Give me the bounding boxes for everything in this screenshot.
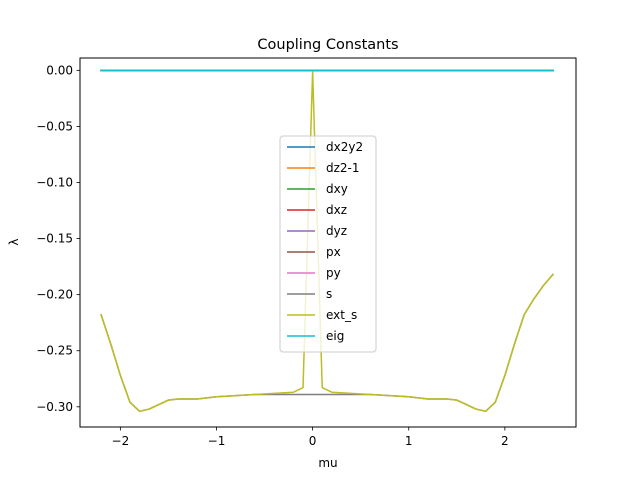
legend-label: ext_s xyxy=(326,308,357,322)
x-axis-ticks: −2 −1 0 1 2 xyxy=(112,427,509,448)
y-tick-label: 0.00 xyxy=(46,63,73,77)
legend-frame xyxy=(279,135,377,353)
x-tick-label: 0 xyxy=(309,434,317,448)
x-tick-label: 2 xyxy=(501,434,509,448)
plot-frame xyxy=(79,57,577,428)
x-axis-label: mu xyxy=(318,456,337,470)
legend-label: dx2y2 xyxy=(326,140,363,154)
legend-label: dz2-1 xyxy=(326,161,360,175)
series-line-ext-s xyxy=(100,70,554,413)
x-tick-label: −1 xyxy=(208,434,226,448)
legend-label: px xyxy=(326,245,341,259)
chart-title: Coupling Constants xyxy=(257,37,398,53)
x-tick-label: −2 xyxy=(112,434,130,448)
x-tick-label: 1 xyxy=(405,434,413,448)
legend-label: eig xyxy=(326,329,344,343)
y-axis-label: λ xyxy=(7,238,21,245)
y-axis-ticks: 0.00 −0.05 −0.10 −0.15 −0.20 −0.25 −0.30 xyxy=(36,63,80,414)
legend-label: dxy xyxy=(326,182,348,196)
legend-label: dxz xyxy=(326,203,347,217)
y-tick-label: −0.30 xyxy=(36,400,73,414)
series-layer xyxy=(100,69,554,413)
y-tick-label: −0.25 xyxy=(36,344,73,358)
legend-label: dyz xyxy=(326,224,347,238)
y-tick-label: −0.05 xyxy=(36,119,73,133)
legend-label: py xyxy=(326,266,341,280)
y-tick-label: −0.20 xyxy=(36,288,73,302)
legend-label: s xyxy=(326,287,332,301)
y-tick-label: −0.10 xyxy=(36,175,73,189)
y-tick-label: −0.15 xyxy=(36,232,73,246)
